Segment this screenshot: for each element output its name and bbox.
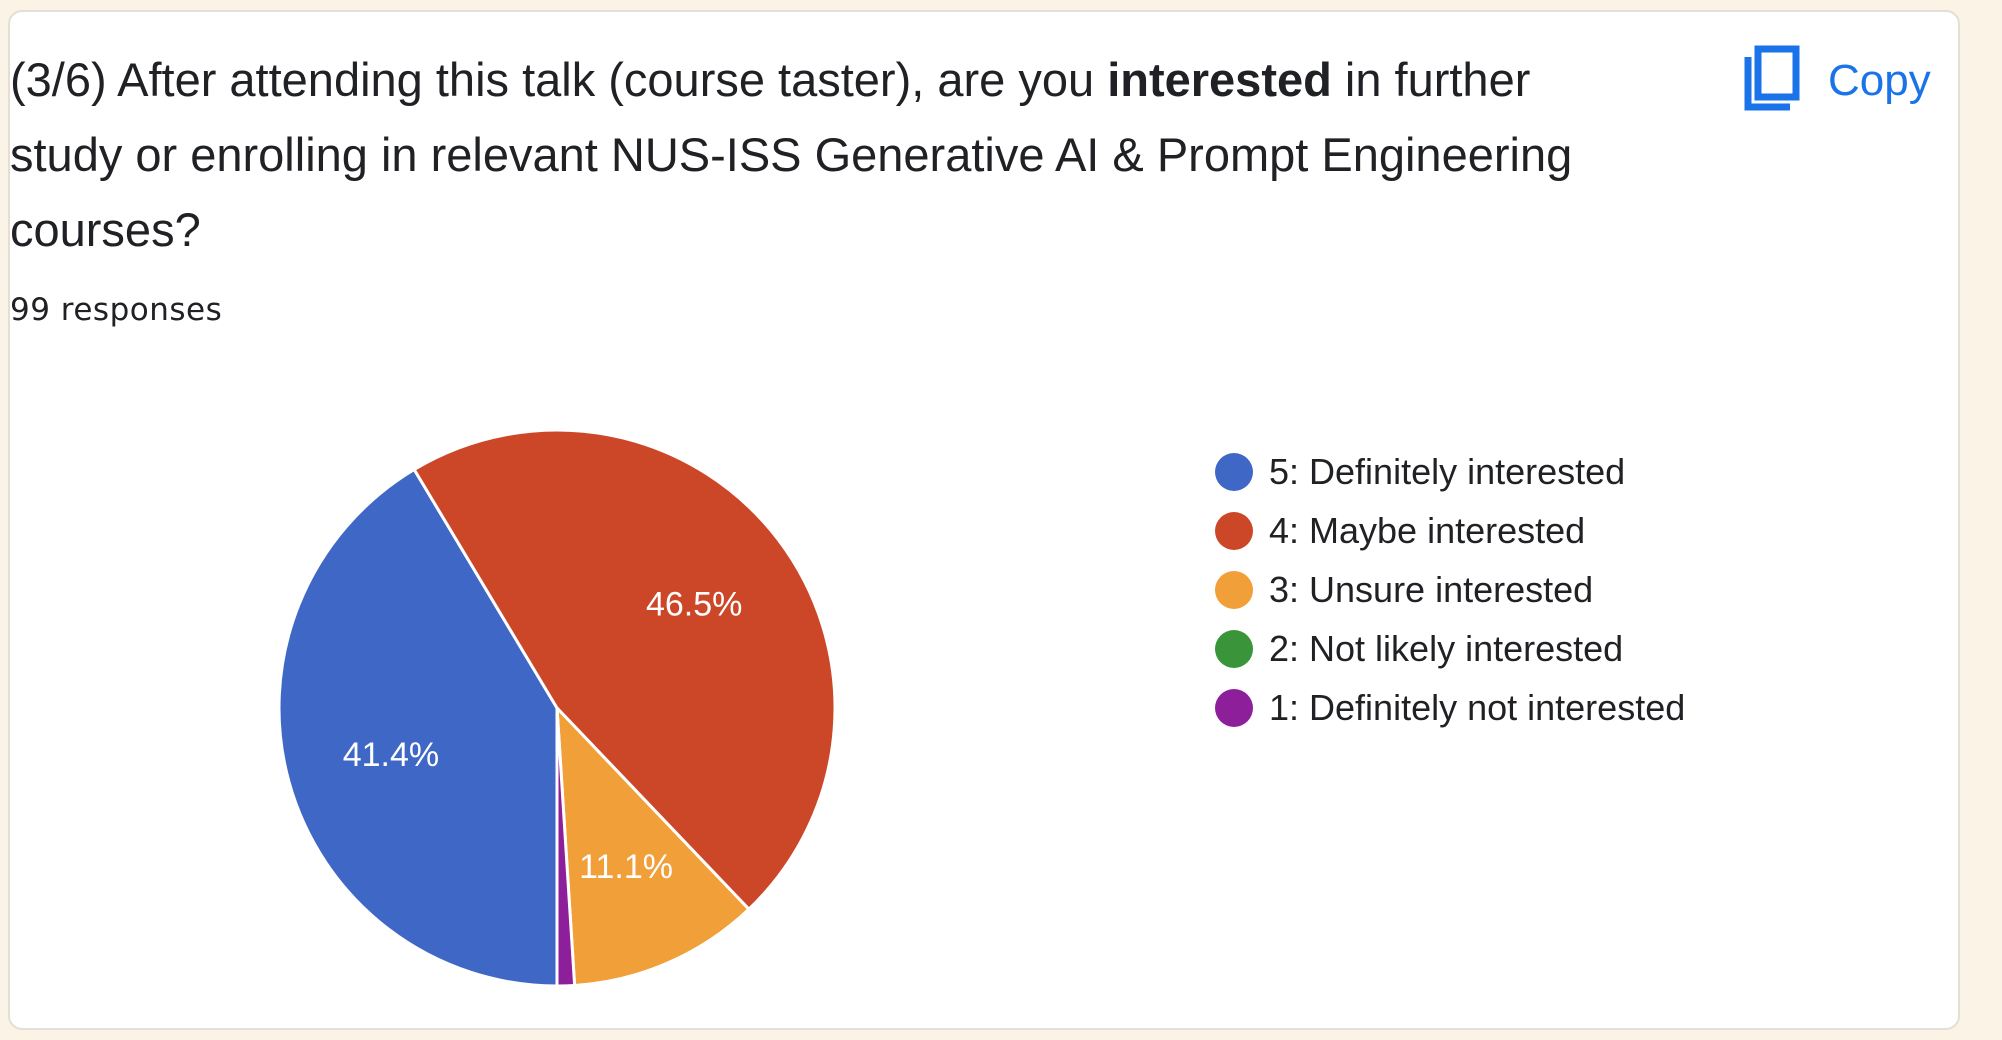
legend-swatch <box>1215 452 1253 491</box>
legend-item-4[interactable]: 2: Not likely interested <box>1215 619 1685 678</box>
legend-swatch <box>1215 629 1253 668</box>
legend-label: 1: Definitely not interested <box>1269 686 1686 728</box>
pie-slice-3[interactable] <box>555 703 751 988</box>
question-title: (3/6) After attending this talk (course … <box>10 42 1630 267</box>
legend-label: 2: Not likely interested <box>1269 627 1624 669</box>
legend-item-5[interactable]: 1: Definitely not interested <box>1215 678 1685 737</box>
copy-button[interactable]: Copy <box>1738 38 1963 124</box>
legend-swatch <box>1215 688 1253 727</box>
legend-swatch <box>1215 511 1253 550</box>
legend-swatch <box>1215 570 1253 609</box>
pie-chart: 41.4% 46.5% 11.1% <box>277 428 837 988</box>
chart-legend: 5: Definitely interested 4: Maybe interes… <box>1215 442 1685 737</box>
question-emphasis: interested <box>1107 53 1332 106</box>
pie-slice-2[interactable] <box>412 428 837 912</box>
chart-card: (3/6) After attending this talk (course … <box>8 10 1960 1030</box>
copy-button-label: Copy <box>1828 56 1931 105</box>
copy-icon <box>1744 45 1800 111</box>
legend-item-1[interactable]: 5: Definitely interested <box>1215 442 1685 501</box>
pie-slice-label-2: 46.5% <box>646 586 742 624</box>
question-suffix: in further study or enrolling in relevan… <box>10 53 1573 256</box>
pie-slice-5[interactable] <box>555 707 577 988</box>
question-prefix: (3/6) After attending this talk (course … <box>10 53 1108 106</box>
legend-item-3[interactable]: 3: Unsure interested <box>1215 560 1685 619</box>
response-count: 99 responses <box>10 292 223 328</box>
pie-slice-1[interactable] <box>277 467 559 988</box>
legend-item-2[interactable]: 4: Maybe interested <box>1215 501 1685 560</box>
legend-label: 4: Maybe interested <box>1269 509 1586 551</box>
legend-label: 5: Definitely interested <box>1269 450 1626 492</box>
pie-slice-label-1: 41.4% <box>343 736 439 774</box>
pie-slice-label-3: 11.1% <box>579 848 673 886</box>
legend-label: 3: Unsure interested <box>1269 568 1594 610</box>
